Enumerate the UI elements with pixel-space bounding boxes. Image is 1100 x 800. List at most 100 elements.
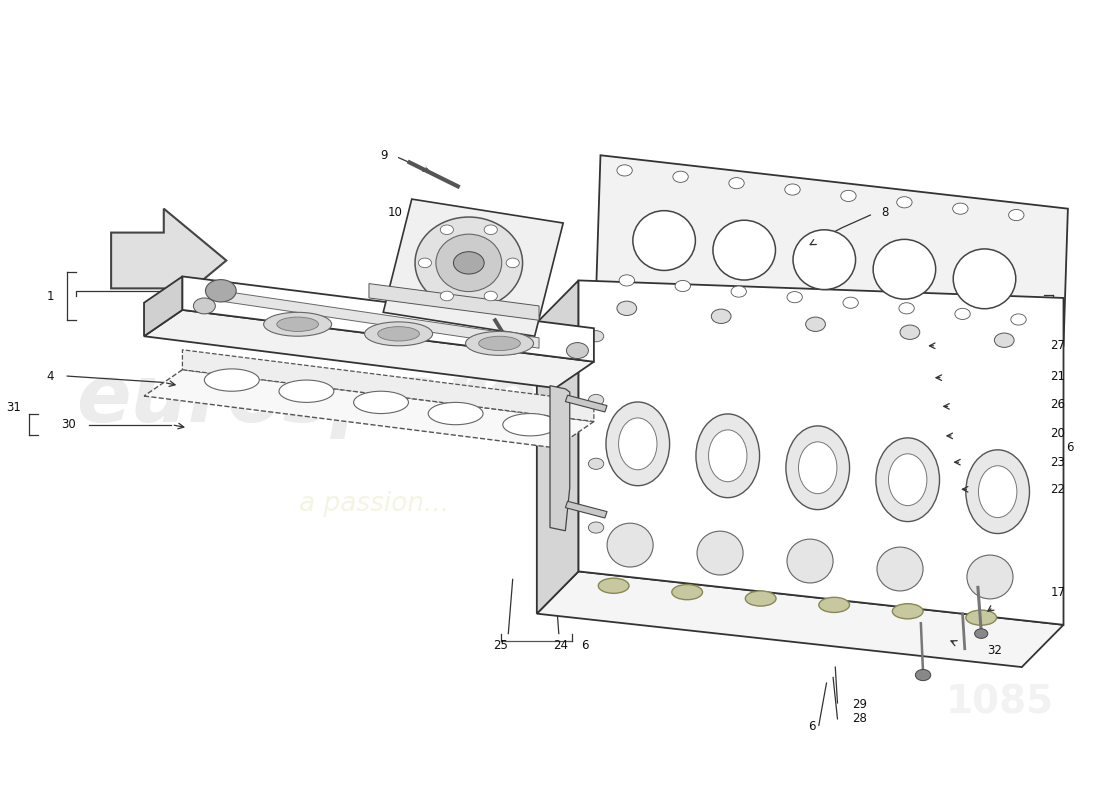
Text: 9: 9 xyxy=(381,149,387,162)
Ellipse shape xyxy=(967,555,1013,599)
Circle shape xyxy=(588,394,604,406)
Circle shape xyxy=(805,317,825,331)
Polygon shape xyxy=(368,284,539,320)
Ellipse shape xyxy=(793,230,856,290)
Circle shape xyxy=(975,629,988,638)
Ellipse shape xyxy=(205,369,260,391)
Circle shape xyxy=(588,330,604,342)
Polygon shape xyxy=(183,277,594,362)
Ellipse shape xyxy=(632,210,695,270)
Polygon shape xyxy=(221,290,539,348)
Circle shape xyxy=(1009,210,1024,221)
Polygon shape xyxy=(596,155,1068,346)
Circle shape xyxy=(915,670,931,681)
Circle shape xyxy=(566,342,588,358)
Text: 31: 31 xyxy=(7,402,21,414)
Text: 30: 30 xyxy=(62,418,76,431)
Polygon shape xyxy=(537,571,1064,667)
Circle shape xyxy=(896,197,912,208)
Text: 27: 27 xyxy=(1050,339,1065,352)
Text: 6: 6 xyxy=(808,720,815,734)
Ellipse shape xyxy=(892,604,923,619)
Text: 1085: 1085 xyxy=(946,684,1054,722)
Ellipse shape xyxy=(478,336,520,350)
Text: 6: 6 xyxy=(581,639,589,652)
Circle shape xyxy=(712,309,732,323)
Ellipse shape xyxy=(876,438,939,522)
Circle shape xyxy=(1011,314,1026,325)
Circle shape xyxy=(588,522,604,533)
Ellipse shape xyxy=(428,402,483,425)
Circle shape xyxy=(588,458,604,470)
Circle shape xyxy=(617,165,632,176)
Circle shape xyxy=(994,333,1014,347)
Circle shape xyxy=(206,280,236,302)
Ellipse shape xyxy=(786,539,833,583)
Polygon shape xyxy=(111,209,227,312)
Text: 23: 23 xyxy=(1050,456,1065,469)
Ellipse shape xyxy=(436,234,502,291)
Text: 26: 26 xyxy=(1050,398,1065,411)
Text: 21: 21 xyxy=(1050,370,1065,382)
Ellipse shape xyxy=(877,547,923,591)
Ellipse shape xyxy=(696,414,760,498)
Polygon shape xyxy=(579,281,1064,625)
Circle shape xyxy=(955,308,970,319)
Text: 10: 10 xyxy=(388,206,403,219)
Circle shape xyxy=(899,302,914,314)
Polygon shape xyxy=(537,281,579,614)
Ellipse shape xyxy=(966,450,1030,534)
Ellipse shape xyxy=(708,430,747,482)
Text: a passion...: a passion... xyxy=(299,490,450,517)
Polygon shape xyxy=(383,199,563,336)
Text: eurospares: eurospares xyxy=(76,361,585,439)
Ellipse shape xyxy=(954,249,1015,309)
Ellipse shape xyxy=(279,380,333,402)
Circle shape xyxy=(900,325,920,339)
Circle shape xyxy=(506,258,519,268)
Circle shape xyxy=(617,301,637,315)
Ellipse shape xyxy=(672,585,703,600)
Circle shape xyxy=(675,281,691,291)
Text: 1: 1 xyxy=(46,290,54,303)
Circle shape xyxy=(840,190,856,202)
Polygon shape xyxy=(550,386,570,530)
Ellipse shape xyxy=(503,414,558,436)
Ellipse shape xyxy=(889,454,927,506)
Circle shape xyxy=(729,178,745,189)
Ellipse shape xyxy=(277,317,319,331)
Polygon shape xyxy=(144,370,594,448)
Polygon shape xyxy=(565,502,607,518)
Polygon shape xyxy=(144,310,594,388)
Text: 32: 32 xyxy=(987,644,1002,657)
Polygon shape xyxy=(183,350,594,422)
Ellipse shape xyxy=(799,442,837,494)
Circle shape xyxy=(440,225,453,234)
Text: 24: 24 xyxy=(553,639,569,652)
Circle shape xyxy=(484,225,497,234)
Ellipse shape xyxy=(713,220,776,280)
Circle shape xyxy=(484,291,497,301)
Ellipse shape xyxy=(415,217,522,309)
Text: 22: 22 xyxy=(1050,482,1065,496)
Circle shape xyxy=(784,184,800,195)
Text: 17: 17 xyxy=(1050,586,1065,599)
Ellipse shape xyxy=(364,322,432,346)
Ellipse shape xyxy=(873,239,936,299)
Polygon shape xyxy=(565,395,607,412)
Circle shape xyxy=(673,171,689,182)
Text: 25: 25 xyxy=(493,639,508,652)
Ellipse shape xyxy=(607,523,653,567)
Text: 20: 20 xyxy=(1050,427,1065,440)
Ellipse shape xyxy=(377,326,419,341)
Ellipse shape xyxy=(697,531,744,575)
Circle shape xyxy=(732,286,747,297)
Circle shape xyxy=(786,291,802,302)
Circle shape xyxy=(953,203,968,214)
Ellipse shape xyxy=(618,418,657,470)
Ellipse shape xyxy=(353,391,408,414)
Circle shape xyxy=(418,258,431,268)
Text: 28: 28 xyxy=(851,712,867,726)
Circle shape xyxy=(619,275,635,286)
Circle shape xyxy=(843,297,858,308)
